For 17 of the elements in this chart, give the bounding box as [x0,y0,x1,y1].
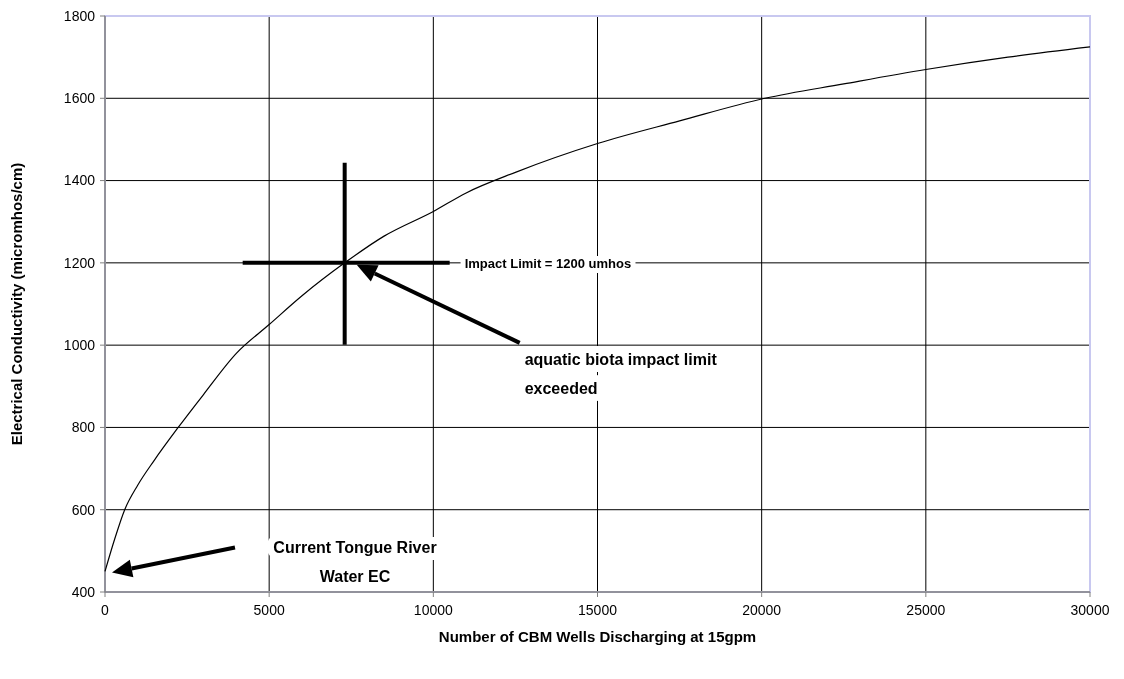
y-axis-title: Electrical Conductivity (micromhos/cm) [8,162,25,446]
y-tick-label: 1000 [63,337,96,354]
y-tick-label: 400 [71,583,96,600]
y-tick-label: 1400 [63,172,96,189]
x-tick-label: 10000 [413,602,454,618]
x-tick-label: 0 [101,602,110,618]
x-axis-title: Number of CBM Wells Discharging at 15gpm [438,628,757,645]
y-tick-label: 600 [71,501,96,518]
x-tick-label: 25000 [906,602,946,618]
x-tick-label: 30000 [1070,602,1110,618]
y-tick-label: 1800 [63,7,96,24]
x-tick-label: 5000 [253,602,285,618]
x-tick-label: 20000 [742,602,782,618]
y-tick-label: 1600 [63,90,96,107]
y-tick-label: 800 [71,419,96,436]
x-tick-label: 15000 [578,602,618,618]
y-tick-label: 1200 [63,254,96,271]
